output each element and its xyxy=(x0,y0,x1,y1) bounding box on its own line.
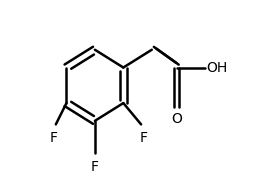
Text: OH: OH xyxy=(206,61,227,75)
Text: O: O xyxy=(171,112,182,126)
Text: F: F xyxy=(140,131,148,145)
Text: F: F xyxy=(49,131,57,145)
Text: F: F xyxy=(91,160,99,174)
